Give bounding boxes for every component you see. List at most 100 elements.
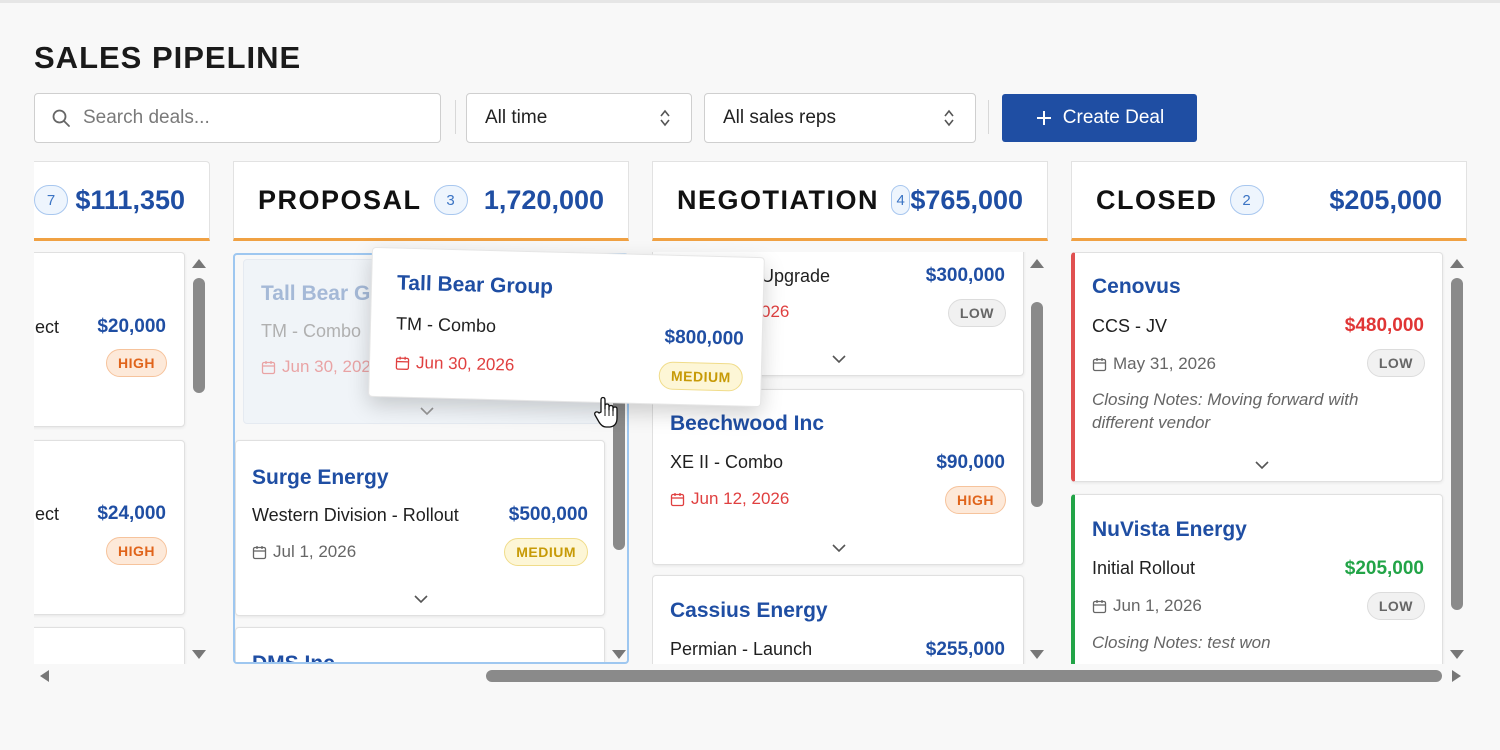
plus-icon [1036, 111, 1051, 125]
closing-notes-text: test won [1202, 633, 1271, 652]
deal-company: Tall Bear Gro [261, 282, 392, 305]
scroll-up-arrow[interactable] [1450, 259, 1464, 268]
priority-badge: HIGH [106, 349, 167, 377]
calendar-icon [395, 356, 410, 370]
deal-card[interactable]: ect $24,000 HIGH [34, 440, 185, 615]
chevron-down-icon [420, 407, 434, 416]
time-filter-value: All time [485, 107, 548, 128]
deal-amount: $480,000 [1344, 315, 1424, 336]
deal-name: ect [35, 504, 60, 524]
scroll-right-arrow[interactable] [1452, 670, 1461, 682]
column-body-negotiation: Upgrade $300,000 026 LOW Beechwood Inc X… [652, 252, 1028, 664]
board-horizontal-scrollbar[interactable] [486, 670, 1442, 682]
scroll-left-arrow[interactable] [40, 670, 49, 682]
scroll-up-arrow[interactable] [192, 259, 206, 268]
closing-notes: Closing Notes: Moving forward with diffe… [1092, 388, 1412, 434]
chevron-down-icon[interactable] [1255, 461, 1269, 470]
deal-card[interactable]: Surge Energy Western Division - Rollout … [235, 440, 605, 616]
dragging-deal-card[interactable]: Tall Bear Group TM - Combo $800,000 Jun … [368, 246, 765, 408]
deal-amount: $255,000 [925, 639, 1005, 660]
deal-name: Upgrade [761, 266, 831, 286]
deal-company: Beechwood Inc [670, 412, 825, 435]
deal-name: TM - Combo [395, 313, 497, 337]
deal-amount: $90,000 [936, 452, 1005, 473]
scroll-down-arrow[interactable] [1030, 650, 1044, 659]
deal-company: Cenovus [1092, 275, 1181, 298]
column-title: PROPOSAL [258, 184, 422, 215]
column-header-leads: 7 $111,350 [34, 161, 210, 241]
deal-amount: $205,000 [1344, 558, 1424, 579]
deal-card[interactable]: ect $20,000 HIGH [34, 252, 185, 427]
deal-card-lost[interactable]: Cenovus CCS - JV $480,000 May 31, 2026 L… [1071, 252, 1443, 482]
search-input[interactable] [83, 107, 413, 129]
deal-company: Surge Energy [252, 466, 389, 489]
deal-name: CCS - JV [1092, 316, 1168, 336]
column-body-leads: ect $20,000 HIGH ect $24,000 HIGH [34, 252, 214, 664]
calendar-icon [252, 545, 267, 559]
deal-date: 026 [761, 302, 790, 321]
chevron-down-icon[interactable] [832, 355, 846, 364]
priority-badge: LOW [947, 299, 1006, 327]
calendar-icon [670, 492, 685, 506]
reps-filter-select[interactable]: All sales reps [704, 93, 976, 143]
page-title: SALES PIPELINE [34, 40, 302, 75]
scroll-down-arrow[interactable] [192, 650, 206, 659]
create-deal-label: Create Deal [1062, 107, 1165, 128]
deal-card[interactable] [34, 627, 185, 664]
column-scrollbar[interactable] [193, 278, 205, 393]
scroll-down-arrow[interactable] [612, 650, 626, 659]
deal-name: Initial Rollout [1092, 558, 1196, 578]
deal-date-text: Jun 30, 2026 [282, 357, 381, 376]
deal-amount: $500,000 [508, 504, 588, 525]
priority-badge: LOW [1366, 592, 1425, 620]
column-body-closed: Cenovus CCS - JV $480,000 May 31, 2026 L… [1071, 252, 1447, 664]
create-deal-button[interactable]: Create Deal [1002, 94, 1197, 142]
scroll-up-arrow[interactable] [1030, 259, 1044, 268]
top-border [0, 0, 1500, 3]
deal-card[interactable]: DMS Inc [235, 627, 605, 664]
column-scrollbar[interactable] [1031, 302, 1043, 507]
priority-badge: MEDIUM [658, 361, 744, 392]
column-count-badge: 3 [433, 185, 468, 215]
deal-date: Jun 12, 2026 [670, 489, 789, 509]
deal-date-text: Jun 30, 2026 [415, 353, 515, 375]
deal-amount: $20,000 [97, 316, 166, 337]
chevron-down-icon[interactable] [832, 544, 846, 553]
priority-badge: HIGH [945, 486, 1006, 514]
closing-notes-label: Closing Notes: [1092, 633, 1203, 652]
column-total: $111,350 [75, 184, 185, 215]
deal-date-text: Jun 12, 2026 [691, 489, 790, 508]
grab-cursor-icon [594, 396, 618, 428]
column-title: NEGOTIATION [677, 184, 879, 215]
deal-card[interactable]: Beechwood Inc XE II - Combo $90,000 Jun … [652, 389, 1024, 565]
scroll-down-arrow[interactable] [1450, 650, 1464, 659]
deal-name: TM - Combo [261, 321, 362, 341]
deal-amount: $300,000 [925, 265, 1005, 286]
chevron-down-icon[interactable] [414, 595, 428, 604]
deal-date: May 31, 2026 [1092, 354, 1216, 374]
search-icon [52, 109, 70, 127]
column-total: $205,000 [1329, 184, 1442, 215]
column-scrollbar[interactable] [1451, 278, 1463, 610]
sort-arrows-icon [660, 109, 670, 127]
sort-arrows-icon [944, 109, 954, 127]
deal-card[interactable]: Cassius Energy Permian - Launch $255,000 [652, 575, 1024, 664]
deal-card-won[interactable]: NuVista Energy Initial Rollout $205,000 … [1071, 494, 1443, 664]
deal-amount: $800,000 [664, 326, 745, 350]
deal-company: DMS Inc [252, 652, 335, 664]
deal-company: NuVista Energy [1092, 518, 1247, 541]
column-header-closed: CLOSED 2 $205,000 [1071, 161, 1467, 241]
column-header-proposal: PROPOSAL 3 1,720,000 [233, 161, 629, 241]
deal-name: Permian - Launch [670, 639, 813, 659]
deal-date: Jul 1, 2026 [252, 542, 356, 562]
deal-name: Western Division - Rollout [252, 505, 459, 525]
time-filter-select[interactable]: All time [466, 93, 692, 143]
calendar-icon [261, 360, 276, 374]
column-count-badge: 4 [891, 185, 911, 215]
search-box[interactable] [34, 93, 441, 143]
column-count-badge: 2 [1229, 185, 1264, 215]
column-count-badge: 7 [34, 185, 68, 215]
deal-date-text: May 31, 2026 [1113, 354, 1217, 373]
deal-name: XE II - Combo [670, 452, 784, 472]
column-total: $765,000 [910, 184, 1023, 215]
